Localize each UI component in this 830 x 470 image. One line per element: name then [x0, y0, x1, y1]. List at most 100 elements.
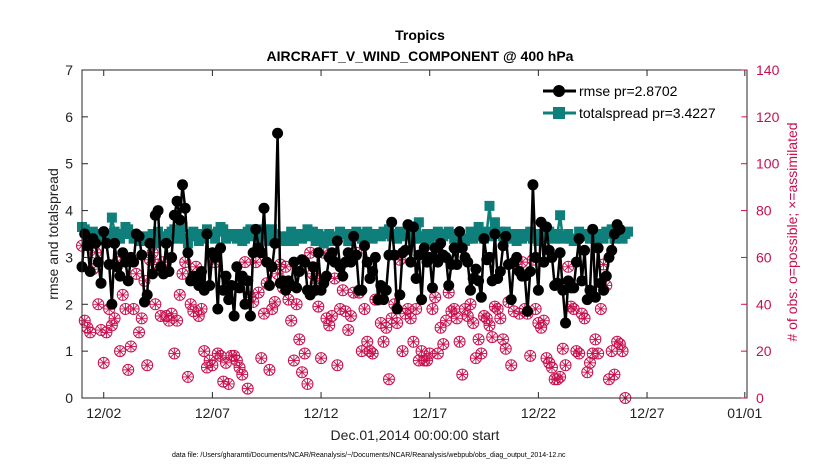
rmse-point	[136, 249, 148, 261]
rmse-point	[546, 251, 558, 263]
obs-marker	[282, 293, 295, 306]
obs-assimilated-point	[573, 347, 585, 359]
obs-marker	[559, 359, 572, 372]
x-axis-label: Dec.01,2014 00:00:00 start	[331, 427, 500, 443]
rmse-point	[133, 230, 145, 242]
rmse-point	[570, 256, 582, 268]
obs-assimilated-point	[136, 312, 148, 324]
rmse-point	[228, 310, 240, 322]
rmse-point	[223, 294, 235, 306]
obs-marker	[181, 370, 194, 383]
obs-marker	[480, 312, 493, 325]
rmse-point	[554, 247, 566, 259]
rmse-point	[244, 310, 256, 322]
obs-marker	[342, 324, 355, 337]
rmse-point	[587, 223, 599, 235]
rmse-point	[291, 282, 303, 294]
obs-assimilated-point	[608, 369, 620, 381]
obs-assimilated-point	[312, 301, 324, 313]
y-tick-label: 5	[65, 156, 73, 172]
rmse-point	[100, 237, 112, 249]
totalspread-point	[538, 233, 549, 244]
rmse-point	[109, 237, 121, 249]
obs-marker	[236, 368, 249, 381]
obs-assimilated-point	[391, 317, 403, 329]
obs-assimilated-point	[424, 347, 436, 359]
obs-marker	[524, 349, 537, 362]
obs-marker	[453, 335, 466, 348]
rmse-point	[239, 298, 251, 310]
obs-marker	[122, 363, 135, 376]
obs-assimilated-point	[340, 305, 352, 317]
totalspread-point	[318, 238, 329, 249]
obs-marker	[312, 300, 325, 313]
obs-marker	[450, 312, 463, 325]
totalspread-point	[584, 233, 595, 244]
totalspread-point	[484, 200, 495, 211]
obs-marker	[366, 347, 379, 360]
obs-assimilated-point	[342, 324, 354, 336]
obs-marker	[461, 310, 474, 322]
rmse-point	[242, 275, 254, 287]
obs-marker	[554, 370, 567, 383]
obs-assimilated-point	[614, 338, 626, 350]
rmse-point	[426, 282, 438, 294]
obs-marker	[426, 302, 439, 315]
obs-marker	[315, 352, 328, 365]
totalspread-point	[343, 236, 354, 247]
obs-assimilated-point	[100, 326, 112, 338]
rmse-point	[522, 305, 534, 317]
obs-marker	[410, 302, 423, 315]
rmse-point	[258, 202, 270, 214]
y-right-tick-label: 120	[756, 109, 780, 125]
obs-marker	[344, 310, 357, 322]
rmse-point	[475, 291, 487, 303]
obs-marker	[214, 349, 227, 362]
x-tick-label: 01/01	[727, 405, 762, 421]
obs-marker	[233, 361, 246, 374]
rmse-point	[592, 242, 604, 254]
obs-assimilated-point	[443, 287, 455, 299]
rmse-point	[174, 214, 186, 226]
obs-marker	[382, 373, 395, 386]
obs-assimilated-point	[331, 359, 343, 371]
obs-marker	[263, 363, 276, 376]
obs-marker	[176, 267, 189, 280]
obs-marker	[78, 314, 91, 327]
obs-marker	[114, 345, 127, 358]
rmse-point	[361, 256, 373, 268]
obs-assimilated-point	[467, 317, 479, 329]
rmse-point	[196, 265, 208, 277]
obs-assimilated-point	[128, 303, 140, 315]
obs-assimilated-point	[130, 268, 142, 280]
obs-assimilated-point	[560, 359, 572, 371]
totalspread-point	[465, 226, 476, 237]
rmse-point	[369, 251, 381, 263]
totalspread-point	[598, 233, 609, 244]
rmse-point	[380, 284, 392, 296]
obs-marker	[592, 347, 605, 360]
obs-marker	[285, 314, 298, 327]
obs-assimilated-point	[475, 347, 487, 359]
obs-marker	[429, 291, 442, 304]
rmse-point	[527, 179, 539, 191]
obs-assimilated-point	[177, 268, 189, 280]
rmse-point	[359, 240, 371, 252]
obs-assimilated-point	[426, 303, 438, 315]
obs-assimilated-point	[456, 369, 468, 381]
obs-marker	[464, 298, 477, 311]
totalspread-point	[174, 231, 185, 242]
rmse-point	[204, 280, 216, 292]
rmse-point	[606, 244, 618, 256]
obs-assimilated-point	[486, 331, 498, 343]
rmse-point	[350, 249, 362, 261]
rmse-point	[337, 270, 349, 282]
totalspread-point	[432, 226, 443, 237]
obs-assimilated-point	[122, 364, 134, 376]
plot-frame	[81, 69, 748, 399]
rmse-point	[272, 127, 284, 139]
obs-assimilated-point	[492, 303, 504, 315]
obs-assimilated-point	[323, 319, 335, 331]
obs-assimilated-point	[386, 312, 398, 324]
obs-assimilated-point	[119, 303, 131, 315]
